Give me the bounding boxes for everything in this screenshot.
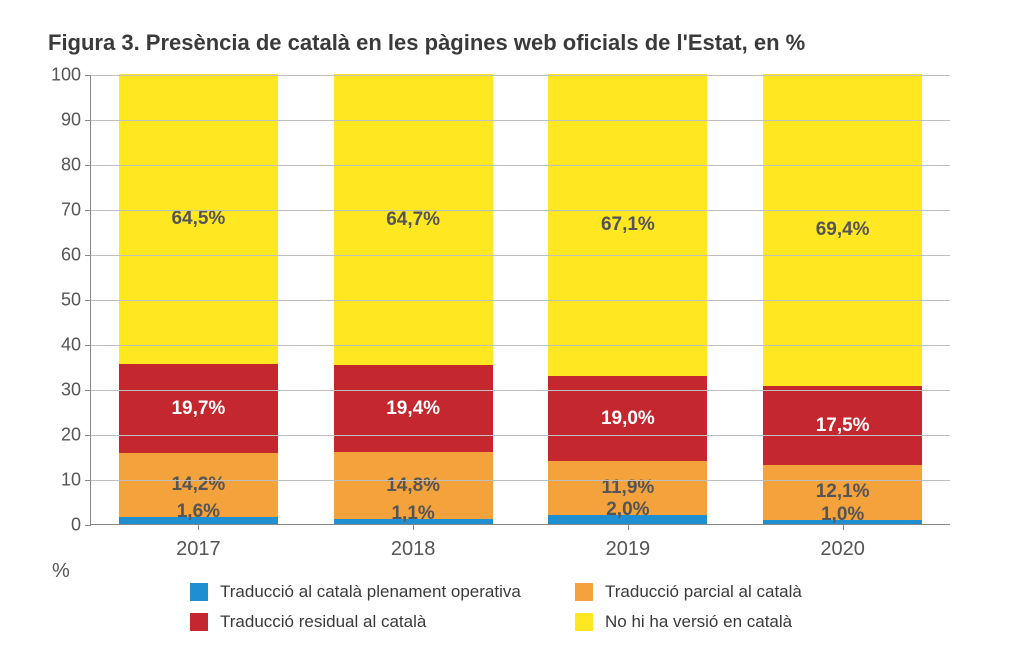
bar-segment-label: 1,0% bbox=[763, 504, 922, 526]
gridline bbox=[91, 75, 950, 76]
y-tick-mark bbox=[85, 165, 91, 166]
legend-label: No hi ha versió en català bbox=[605, 612, 792, 632]
bar-segment-residual: 19,7% bbox=[119, 364, 278, 453]
bar-segment-residual: 17,5% bbox=[763, 386, 922, 465]
y-tick-label: 90 bbox=[41, 110, 81, 131]
y-tick-label: 50 bbox=[41, 290, 81, 311]
legend-item-residual: Traducció residual al català bbox=[190, 612, 545, 632]
gridline bbox=[91, 120, 950, 121]
y-tick-label: 40 bbox=[41, 335, 81, 356]
gridline bbox=[91, 345, 950, 346]
gridline bbox=[91, 390, 950, 391]
bar-segment-label: 19,7% bbox=[119, 398, 278, 420]
x-tick-label: 2019 bbox=[548, 538, 707, 561]
legend-item-parcial: Traducció parcial al català bbox=[575, 582, 930, 602]
y-tick-mark bbox=[85, 210, 91, 211]
legend-item-noversio: No hi ha versió en català bbox=[575, 612, 930, 632]
bar-segment-label: 64,7% bbox=[334, 209, 493, 231]
bar-segment-label: 12,1% bbox=[763, 481, 922, 503]
plot-area: 201714,2%19,7%64,5%1,6%201814,8%19,4%64,… bbox=[90, 75, 950, 525]
gridline bbox=[91, 165, 950, 166]
legend-item-operativa: Traducció al català plenament operativa bbox=[190, 582, 545, 602]
legend-swatch bbox=[575, 613, 593, 631]
y-tick-mark bbox=[85, 75, 91, 76]
legend-label: Traducció al català plenament operativa bbox=[220, 582, 521, 602]
bar-segment-label: 67,1% bbox=[548, 214, 707, 236]
y-tick-label: 30 bbox=[41, 380, 81, 401]
bar-segment-residual: 19,0% bbox=[548, 376, 707, 462]
y-tick-mark bbox=[85, 435, 91, 436]
bar-segment-noversio: 64,5% bbox=[119, 74, 278, 364]
gridline bbox=[91, 435, 950, 436]
x-tick-mark bbox=[198, 524, 199, 530]
y-tick-label: 80 bbox=[41, 155, 81, 176]
bar-segment-label: 69,4% bbox=[763, 219, 922, 241]
bar-segment-noversio: 64,7% bbox=[334, 74, 493, 365]
y-tick-mark bbox=[85, 345, 91, 346]
y-tick-mark bbox=[85, 255, 91, 256]
gridline bbox=[91, 210, 950, 211]
y-tick-label: 60 bbox=[41, 245, 81, 266]
bar-segment-label: 17,5% bbox=[763, 415, 922, 437]
x-tick-label: 2020 bbox=[763, 538, 922, 561]
y-tick-mark bbox=[85, 390, 91, 391]
y-tick-label: 100 bbox=[41, 65, 81, 86]
bar-segment-label: 1,6% bbox=[119, 501, 278, 523]
y-tick-label: 10 bbox=[41, 470, 81, 491]
chart-title: Figura 3. Presència de català en les pàg… bbox=[48, 30, 805, 56]
legend-swatch bbox=[190, 583, 208, 601]
bar-group: 202012,1%17,5%69,4%1,0% bbox=[763, 74, 922, 524]
bar-group: 201911,9%19,0%67,1%2,0% bbox=[548, 74, 707, 524]
gridline bbox=[91, 480, 950, 481]
bar-segment-label: 64,5% bbox=[119, 208, 278, 230]
y-tick-mark bbox=[85, 120, 91, 121]
y-axis-unit: % bbox=[52, 560, 70, 583]
gridline bbox=[91, 255, 950, 256]
x-tick-label: 2018 bbox=[334, 538, 493, 561]
x-tick-label: 2017 bbox=[119, 538, 278, 561]
legend-swatch bbox=[575, 583, 593, 601]
bar-group: 201814,8%19,4%64,7%1,1% bbox=[334, 74, 493, 524]
bar-segment-residual: 19,4% bbox=[334, 365, 493, 452]
figure: Figura 3. Presència de català en les pàg… bbox=[0, 0, 1010, 668]
gridline bbox=[91, 300, 950, 301]
legend: Traducció al català plenament operativa T… bbox=[190, 582, 930, 632]
legend-label: Traducció residual al català bbox=[220, 612, 426, 632]
y-tick-mark bbox=[85, 300, 91, 301]
bar-segment-label: 19,4% bbox=[334, 398, 493, 420]
y-tick-label: 70 bbox=[41, 200, 81, 221]
legend-label: Traducció parcial al català bbox=[605, 582, 802, 602]
bar-group: 201714,2%19,7%64,5%1,6% bbox=[119, 74, 278, 524]
legend-swatch bbox=[190, 613, 208, 631]
bar-segment-label: 14,2% bbox=[119, 474, 278, 496]
bar-segment-label: 1,1% bbox=[334, 503, 493, 525]
bar-segment-label: 14,8% bbox=[334, 475, 493, 497]
y-tick-mark bbox=[85, 480, 91, 481]
y-tick-mark bbox=[85, 525, 91, 526]
y-tick-label: 0 bbox=[41, 515, 81, 536]
bar-segment-label: 19,0% bbox=[548, 408, 707, 430]
bar-segment-label: 2,0% bbox=[548, 499, 707, 521]
y-tick-label: 20 bbox=[41, 425, 81, 446]
x-tick-mark bbox=[628, 524, 629, 530]
